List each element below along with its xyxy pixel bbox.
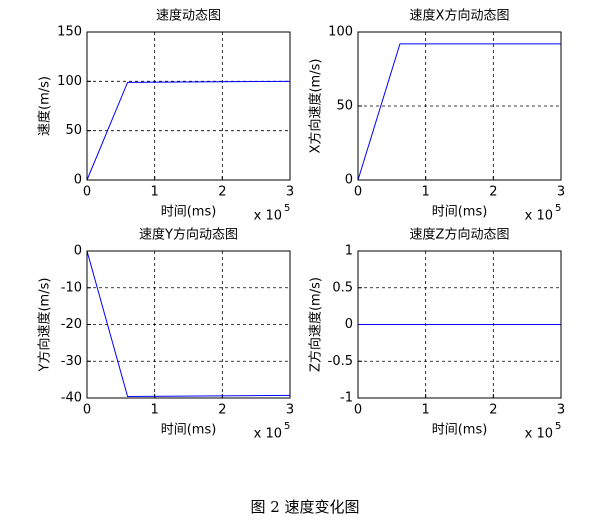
x-tick-label: 2 [218, 185, 226, 200]
x-axis-label: 时间(ms) [161, 423, 217, 438]
axes-box [86, 31, 291, 181]
subplot-title: 速度动态图 [156, 8, 221, 24]
x-tick-label: 1 [151, 185, 159, 200]
data-line [357, 43, 561, 181]
x-axis-label: 时间(ms) [432, 205, 488, 220]
axes-box [357, 31, 562, 181]
y-tick-label: 0 [74, 244, 82, 259]
y-tick-label: 100 [57, 74, 82, 89]
x-tick-label: 3 [557, 185, 565, 200]
x-axis-label: 时间(ms) [161, 205, 217, 220]
axes-box [357, 250, 562, 399]
x-multiplier-exponent: 5 [284, 421, 290, 432]
axes-box [86, 250, 291, 399]
x-tick-label: 0 [83, 185, 91, 200]
subplot-title: 速度Z方向动态图 [410, 227, 510, 243]
x-multiplier: x 10 [525, 209, 553, 224]
y-tick-label: 0.5 [332, 280, 353, 295]
data-line [86, 80, 291, 181]
x-tick-label: 1 [151, 403, 159, 418]
y-tick-label: -10 [61, 280, 82, 295]
x-tick-label: 2 [489, 403, 497, 418]
y-tick-label: 0 [345, 317, 353, 332]
y-tick-label: -1 [340, 391, 353, 406]
plot-area [87, 32, 290, 180]
x-multiplier: x 10 [525, 427, 553, 442]
y-tick-label: 0 [74, 173, 82, 188]
y-tick-label: 0 [345, 173, 353, 188]
y-axis-label: Z方向速度(m/s) [308, 277, 324, 372]
x-axis-label: 时间(ms) [432, 423, 488, 438]
x-tick-label: 0 [354, 403, 362, 418]
x-multiplier-exponent: 5 [284, 203, 290, 214]
x-tick-label: 1 [422, 185, 430, 200]
y-axis-label: X方向速度(m/s) [308, 59, 324, 154]
data-line [86, 250, 291, 398]
y-tick-label: 50 [336, 99, 353, 114]
subplot-title: 速度Y方向动态图 [139, 227, 238, 243]
x-multiplier: x 10 [254, 427, 282, 442]
subplot-title: 速度X方向动态图 [410, 8, 510, 24]
y-tick-label: 50 [65, 123, 82, 138]
x-tick-label: 3 [286, 403, 294, 418]
y-tick-label: 100 [328, 25, 353, 40]
y-axis-label: Y方向速度(m/s) [37, 278, 53, 373]
y-tick-label: 1 [345, 244, 353, 259]
y-tick-label: -30 [61, 354, 82, 369]
x-multiplier-exponent: 5 [555, 203, 561, 214]
figure-caption: 图 2 速度变化图 [250, 498, 359, 516]
x-tick-label: 2 [218, 403, 226, 418]
x-tick-label: 1 [422, 403, 430, 418]
x-tick-label: 0 [354, 185, 362, 200]
x-tick-label: 0 [83, 403, 91, 418]
y-tick-label: 150 [57, 25, 82, 40]
y-tick-label: -40 [61, 391, 82, 406]
x-multiplier: x 10 [254, 209, 282, 224]
x-tick-label: 3 [557, 403, 565, 418]
x-multiplier-exponent: 5 [555, 421, 561, 432]
y-axis-label: 速度(m/s) [37, 76, 53, 136]
x-tick-label: 3 [286, 185, 294, 200]
y-tick-label: -20 [61, 317, 82, 332]
x-tick-label: 2 [489, 185, 497, 200]
y-tick-label: -0.5 [328, 354, 353, 369]
